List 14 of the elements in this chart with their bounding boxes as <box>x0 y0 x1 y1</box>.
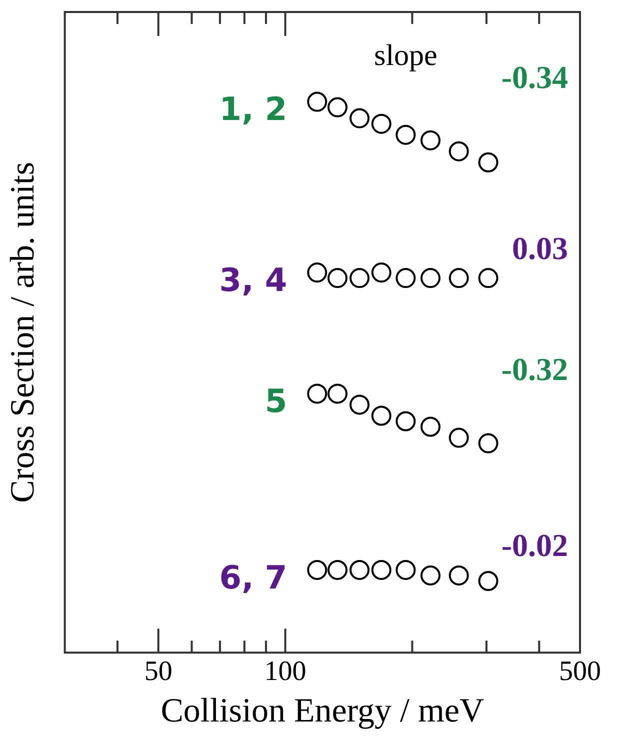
series-label: 1, 2 <box>219 90 288 128</box>
x-tick-label: 500 <box>559 656 601 687</box>
x-tick-label: 50 <box>144 656 172 687</box>
series-label: 5 <box>264 382 288 420</box>
annotation: -0.02 <box>501 527 568 564</box>
annotation: 0.03 <box>512 230 568 266</box>
annotation: -0.32 <box>501 350 568 387</box>
series-label: 6, 7 <box>219 558 288 596</box>
text: -0.34 <box>501 59 568 96</box>
x-axis-title: Collision Energy / meV <box>160 692 484 730</box>
text: slope <box>374 38 438 72</box>
series-label: 3, 4 <box>219 260 288 299</box>
x-tick-label: 100 <box>264 656 306 687</box>
y-axis-title: Cross Section / arb. units <box>4 162 42 503</box>
